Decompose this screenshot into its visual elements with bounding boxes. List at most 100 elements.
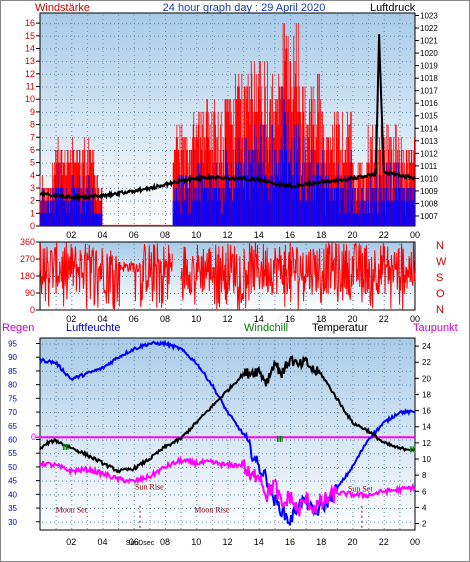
grid-dot bbox=[118, 213, 119, 215]
grid-dot bbox=[180, 512, 182, 513]
grid-dot bbox=[71, 300, 73, 301]
grid-dot bbox=[166, 149, 167, 151]
grid-dot bbox=[86, 508, 88, 509]
grid-dot bbox=[278, 276, 279, 277]
grid-dot bbox=[71, 167, 73, 168]
grid-dot bbox=[394, 111, 395, 113]
grid-dot bbox=[55, 484, 57, 485]
grid-dot bbox=[94, 48, 95, 50]
x-tick-label: 18 bbox=[316, 314, 326, 324]
grid-dot bbox=[118, 63, 120, 64]
grid-dot bbox=[352, 43, 354, 44]
grid-dot bbox=[71, 484, 73, 485]
grid-dot bbox=[86, 404, 88, 405]
grid-dot bbox=[102, 512, 104, 513]
grid-dot bbox=[211, 252, 213, 253]
legend-rain: Regen bbox=[2, 322, 34, 334]
grid-dot bbox=[211, 388, 213, 389]
grid-dot bbox=[86, 448, 88, 449]
grid-dot bbox=[158, 124, 159, 126]
grid-dot bbox=[258, 304, 260, 305]
grid-dot bbox=[50, 111, 51, 113]
grid-dot bbox=[55, 492, 57, 493]
grid-dot bbox=[196, 79, 198, 80]
grid-dot bbox=[133, 476, 135, 477]
grid-dot bbox=[386, 48, 387, 50]
grid-dot bbox=[227, 300, 229, 301]
grid-dot bbox=[150, 149, 151, 151]
grid-dot bbox=[211, 111, 213, 112]
grid-dot bbox=[383, 139, 385, 140]
grid-dot bbox=[142, 213, 143, 215]
grid-dot bbox=[274, 292, 276, 293]
grid-dot bbox=[321, 135, 323, 136]
grid-dot bbox=[383, 300, 385, 301]
grid-dot bbox=[165, 500, 166, 501]
grid-dot bbox=[55, 344, 57, 345]
grid-dot bbox=[352, 75, 354, 76]
grid-dot bbox=[166, 99, 167, 101]
grid-dot bbox=[71, 404, 73, 405]
grid-dot bbox=[406, 35, 407, 37]
grid-dot bbox=[71, 284, 73, 285]
grid-dot bbox=[352, 135, 354, 136]
grid-dot bbox=[106, 213, 107, 215]
chart-title: 24 hour graph day : 29 April 2020 bbox=[163, 2, 326, 14]
grid-dot bbox=[270, 61, 271, 63]
grid-dot bbox=[334, 99, 335, 101]
grid-dot bbox=[86, 480, 88, 481]
grid-dot bbox=[165, 119, 166, 120]
grid-dot bbox=[133, 388, 135, 389]
grid-dot bbox=[336, 23, 338, 24]
grid-dot bbox=[126, 137, 127, 139]
grid-dot bbox=[230, 276, 231, 277]
grid-dot bbox=[118, 75, 120, 76]
grid-dot bbox=[102, 124, 103, 126]
grid-dot bbox=[54, 124, 55, 126]
grid-dot bbox=[162, 61, 163, 63]
grid-dot bbox=[321, 15, 323, 16]
grid-dot bbox=[86, 444, 88, 445]
grid-dot bbox=[366, 48, 367, 50]
grid-dot bbox=[294, 48, 295, 50]
grid-dot bbox=[55, 27, 57, 28]
grid-dot bbox=[62, 35, 63, 37]
grid-dot bbox=[55, 304, 57, 305]
grid-dot bbox=[133, 452, 135, 453]
grid-dot bbox=[242, 111, 243, 113]
grid-dot bbox=[222, 48, 223, 50]
grid-dot bbox=[133, 396, 135, 397]
grid-dot bbox=[165, 520, 166, 521]
grid-dot bbox=[383, 27, 385, 28]
grid-dot bbox=[86, 99, 87, 101]
direction-x-ticks: 02 04 06 08 10 12 14 16 18 20 22 00 bbox=[66, 314, 420, 324]
grid-dot bbox=[133, 107, 135, 108]
grid-dot bbox=[62, 111, 63, 113]
grid-dot bbox=[366, 137, 367, 139]
grid-dot bbox=[55, 131, 57, 132]
grid-dot bbox=[182, 259, 183, 260]
grid-dot bbox=[118, 175, 119, 177]
grid-dot bbox=[321, 127, 323, 128]
grid-dot bbox=[362, 162, 363, 164]
grid-dot bbox=[102, 147, 104, 148]
grid-dot bbox=[352, 111, 354, 112]
grid-dot bbox=[336, 31, 338, 32]
grid-dot bbox=[118, 162, 119, 164]
grid-dot bbox=[368, 79, 370, 80]
grid-dot bbox=[118, 340, 120, 341]
grid-dot bbox=[94, 61, 95, 63]
grid-dot bbox=[102, 256, 104, 257]
grid-dot bbox=[210, 111, 211, 113]
wind-direction-line bbox=[39, 242, 416, 310]
grid-dot bbox=[133, 260, 135, 261]
grid-dot bbox=[118, 448, 120, 449]
grid-dot bbox=[227, 27, 229, 28]
grid-dot bbox=[352, 248, 354, 249]
grid-dot bbox=[46, 137, 47, 139]
grid-dot bbox=[130, 61, 131, 63]
grid-dot bbox=[55, 472, 57, 473]
grid-dot bbox=[50, 23, 51, 25]
grid-dot bbox=[86, 115, 88, 116]
grid-dot bbox=[86, 380, 88, 381]
